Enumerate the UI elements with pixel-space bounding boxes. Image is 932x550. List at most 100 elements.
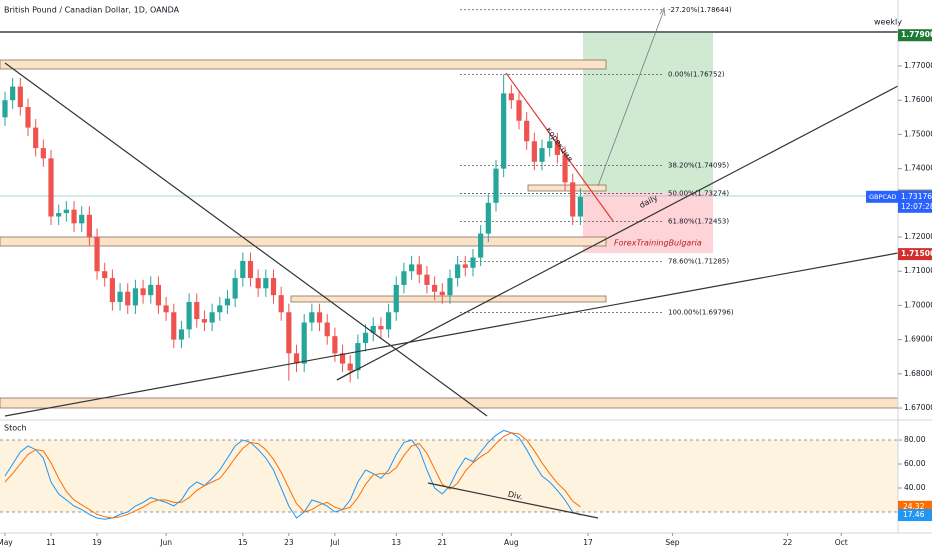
candle-body (270, 278, 277, 296)
x-tick-label: 15 (238, 538, 248, 547)
candle-body (109, 278, 115, 303)
arrow-head (659, 6, 666, 17)
x-tick-label: Aug (504, 538, 519, 547)
candle-body (201, 319, 208, 323)
price-badge (898, 190, 932, 213)
candle-body (217, 305, 223, 313)
candle-body (94, 237, 100, 272)
candle-body (255, 278, 261, 289)
y-tick-label: 1.74000 (904, 164, 932, 173)
resistance-zone (0, 59, 607, 70)
candle-body (240, 260, 246, 279)
candle-body (370, 325, 376, 333)
indicator-badge (898, 509, 932, 522)
candle-body (186, 302, 192, 330)
fib-label: 100.00%(1.69796) (668, 308, 734, 316)
price-badge-label: 1.77900 (901, 30, 932, 39)
x-tick-label: 23 (284, 538, 294, 547)
candle-body (71, 209, 77, 224)
y-tick-label: 80.00 (904, 435, 926, 444)
countdown: 12:07:28 (901, 202, 932, 211)
fib-label: 38.20%(1.74095) (668, 161, 729, 169)
candle-body (493, 168, 499, 203)
y-tick-label: 1.72000 (904, 232, 932, 241)
candle-body (508, 93, 514, 101)
projection-arrow (597, 9, 665, 187)
candle-body (547, 141, 553, 149)
y-tick-label: 1.70000 (904, 300, 932, 309)
candle-body (316, 312, 323, 323)
correction-line (505, 72, 614, 222)
candle-body (439, 291, 445, 296)
candle-body (347, 363, 353, 371)
stoch-line (4, 429, 581, 520)
candle-body (385, 312, 392, 330)
candle-body (309, 312, 315, 323)
weekly-label: weekly (874, 18, 902, 27)
candle-body (408, 264, 415, 272)
candle-body (339, 353, 346, 364)
candle-body (531, 141, 537, 162)
candle-body (478, 233, 484, 258)
price-badge-label: 1.71500 (901, 249, 932, 258)
candle-body (424, 274, 430, 285)
symbol-name: GBPCAD (869, 193, 896, 201)
candle-body (79, 214, 85, 224)
candle-body (516, 100, 522, 121)
fib-label: -27.20%(1.78644) (668, 6, 732, 14)
trend-line (4, 252, 899, 417)
y-tick-label: 1.71000 (904, 266, 932, 275)
indicator-badge-label: 24.32 (903, 502, 925, 511)
candle-body (577, 196, 583, 217)
candle-body (263, 278, 269, 289)
fib-label: 0.00%(1.76752) (668, 70, 725, 78)
candle-body (102, 271, 108, 279)
chart-title: British Pound / Canadian Dollar, 1D, OAN… (4, 6, 180, 15)
candle-body (163, 305, 169, 313)
candle-body (33, 127, 39, 149)
watermark-label: ForexTrainingBulgaria (614, 239, 702, 248)
candle-body (401, 271, 407, 285)
indicator-badge-label: 17.46 (903, 510, 925, 519)
candle-body (416, 264, 422, 275)
candle-body (355, 343, 361, 371)
candle-body (539, 148, 545, 162)
support-zone (0, 236, 607, 247)
divergence-line (427, 482, 599, 519)
candle-body (25, 107, 31, 128)
x-tick-label: 17 (583, 538, 593, 547)
candle-body (570, 182, 576, 217)
candle-body (432, 284, 438, 292)
candle-body (232, 278, 238, 299)
y-tick-label: 1.68000 (904, 369, 932, 378)
fib-label: 61.80%(1.72453) (668, 218, 729, 226)
x-tick-label: Sep (665, 538, 679, 547)
candle-body (148, 284, 154, 296)
x-tick-label: Oct (835, 538, 848, 547)
candle-body (63, 209, 69, 214)
candle-body (278, 295, 284, 313)
candle-body (209, 312, 215, 323)
candle-body (17, 86, 23, 108)
candle-body (447, 278, 453, 296)
candle-body (155, 284, 162, 306)
candle-body (324, 322, 330, 337)
candle-body (470, 257, 476, 268)
candle-body (332, 336, 338, 354)
candle-body (48, 158, 54, 217)
x-tick-label: 21 (438, 538, 448, 547)
y-tick-label: 1.76000 (904, 95, 932, 104)
candle-body (40, 148, 46, 159)
stoch-band (0, 440, 898, 513)
price-badge (898, 29, 932, 42)
candle-body (301, 322, 307, 364)
x-tick-label: Jul (329, 538, 339, 547)
y-tick-label: 1.67000 (904, 403, 932, 412)
candle-body (117, 291, 123, 303)
candle-body (378, 325, 384, 330)
fib-label: 78.60%(1.71285) (668, 257, 729, 265)
support-zone (0, 397, 899, 409)
candle-body (224, 298, 231, 306)
candle-body (524, 120, 530, 142)
